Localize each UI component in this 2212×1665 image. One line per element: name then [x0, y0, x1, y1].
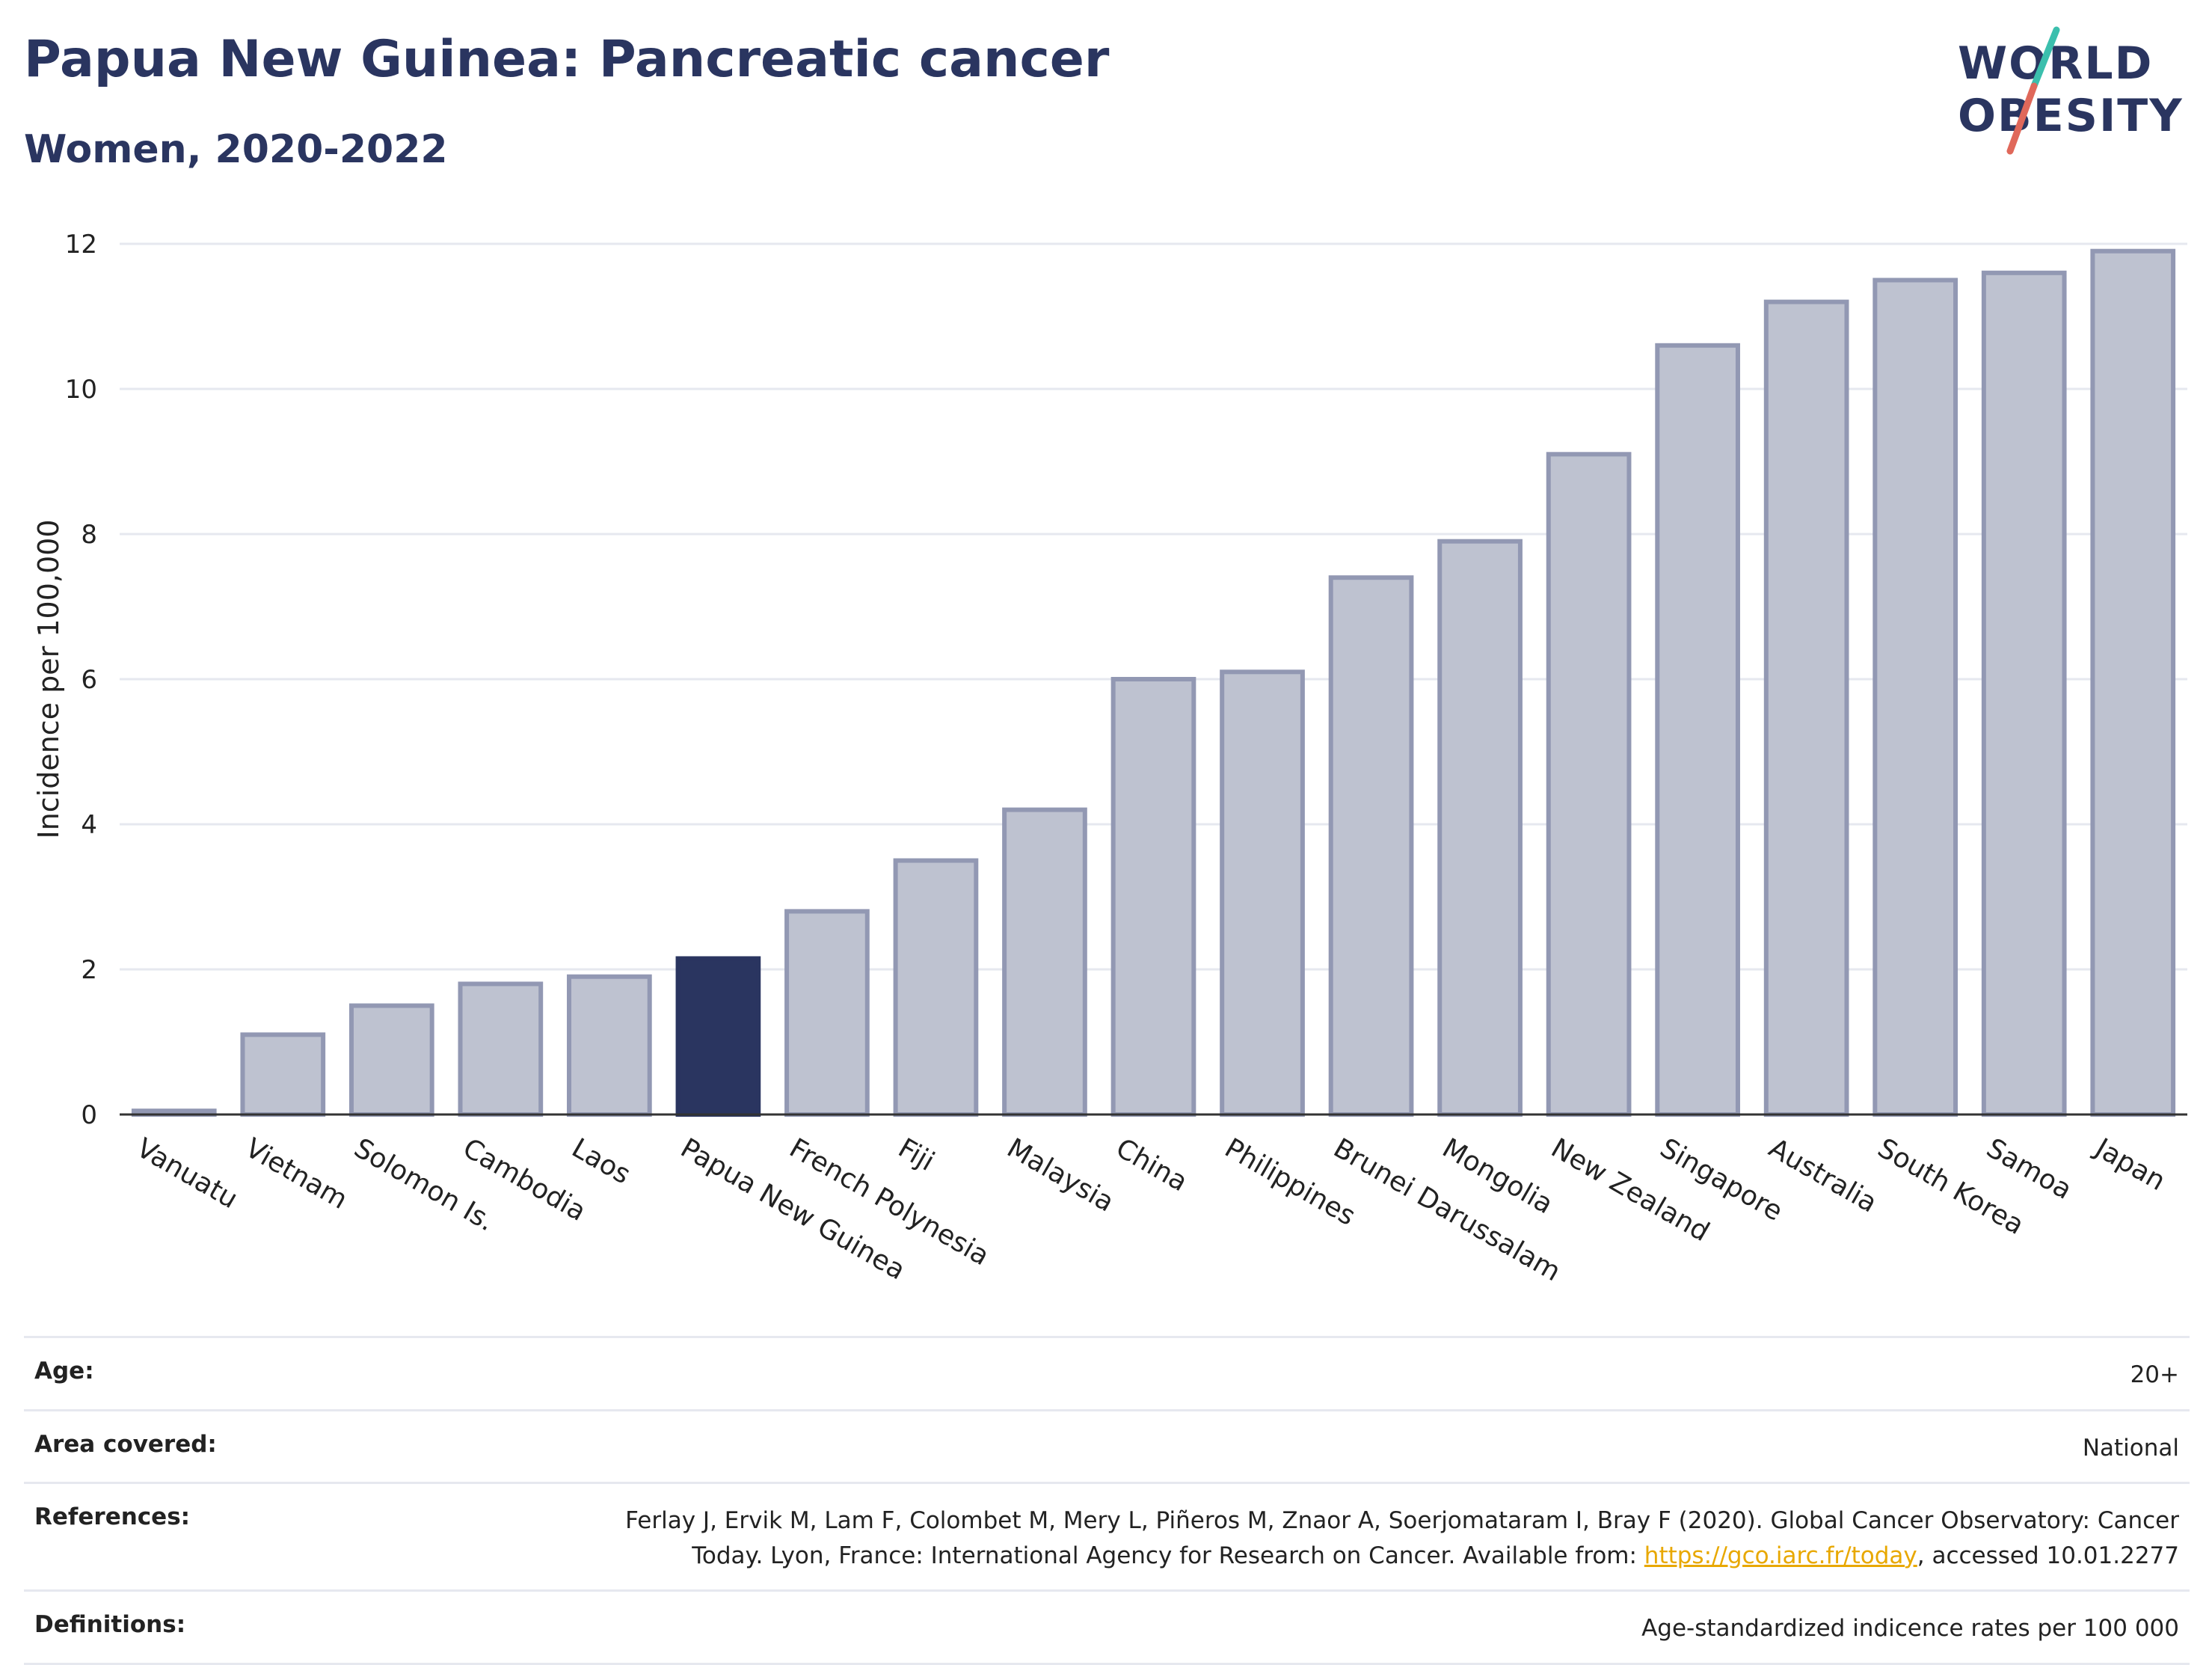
bar	[458, 981, 544, 1117]
bar	[1763, 299, 1849, 1117]
references-link[interactable]: https://gco.iarc.fr/today	[1644, 1542, 1917, 1569]
logo-slash-icon	[2006, 26, 2060, 155]
logo-line-2: OBESITY	[1958, 90, 2184, 142]
bars	[131, 248, 2176, 1117]
bar	[1546, 452, 1632, 1117]
bar	[240, 1032, 326, 1117]
y-tick-label: 2	[81, 955, 97, 985]
x-tick-label: Vietnam	[240, 1132, 352, 1215]
bar	[348, 1003, 434, 1117]
x-tick-label: Vanuatu	[131, 1132, 242, 1215]
y-axis-label: Incidence per 100,000	[32, 519, 65, 838]
metadata-table: Age: 20+ Area covered: National Referenc…	[24, 1336, 2190, 1665]
world-obesity-logo: WORLD OBESITY	[1944, 15, 2199, 165]
bar	[1328, 575, 1414, 1117]
logo-line-1: WORLD	[1958, 37, 2154, 90]
chart-subtitle: Women, 2020-2022	[24, 127, 448, 172]
chart-title: Papua New Guinea: Pancreatic cancer	[24, 30, 1110, 89]
x-tick-label: Malaysia	[1002, 1132, 1119, 1218]
x-tick-label: Japan	[2089, 1132, 2170, 1197]
bar	[1110, 677, 1196, 1117]
meta-row-references: References: Ferlay J, Ervik M, Lam F, Co…	[24, 1482, 2190, 1589]
meta-row-age: Age: 20+	[24, 1336, 2190, 1409]
bar	[1655, 343, 1740, 1117]
area-value: National	[2082, 1434, 2179, 1462]
bar	[784, 909, 870, 1117]
references-label: References:	[34, 1503, 191, 1530]
definitions-value: Age-standardized indicence rates per 100…	[1641, 1615, 2179, 1642]
y-tick-label: 4	[81, 810, 97, 840]
age-value: 20+	[2130, 1361, 2179, 1388]
references-accessed: , accessed 10.01.2277	[1917, 1542, 2179, 1569]
y-tick-labels: 0 2 4 6 8 10 12	[65, 230, 97, 1130]
meta-row-area: Area covered: National	[24, 1408, 2190, 1482]
bar	[1002, 807, 1087, 1117]
references-value: Ferlay J, Ervik M, Lam F, Colombet M, Me…	[571, 1503, 2179, 1573]
bar-highlighted	[675, 956, 761, 1117]
bar	[893, 858, 979, 1117]
meta-row-definitions: Definitions: Age-standardized indicence …	[24, 1589, 2190, 1665]
y-tick-label: 8	[81, 520, 97, 550]
y-tick-label: 10	[65, 375, 97, 405]
x-tick-label: Fiji	[893, 1132, 939, 1177]
bar	[567, 974, 652, 1117]
age-label: Age:	[34, 1358, 94, 1385]
x-tick-label: China	[1110, 1132, 1193, 1198]
y-tick-label: 12	[65, 230, 97, 260]
bar	[1872, 278, 1958, 1117]
definitions-label: Definitions:	[34, 1611, 186, 1638]
y-tick-label: 0	[81, 1100, 97, 1130]
bar	[2090, 248, 2176, 1117]
bar	[1437, 539, 1523, 1117]
y-tick-label: 6	[81, 665, 97, 695]
x-tick-label: Laos	[567, 1132, 636, 1190]
bar	[1220, 669, 1305, 1117]
area-label: Area covered:	[34, 1430, 217, 1458]
references-text: Ferlay J, Ervik M, Lam F, Colombet M, Me…	[625, 1507, 2179, 1569]
bar	[1981, 270, 2067, 1117]
